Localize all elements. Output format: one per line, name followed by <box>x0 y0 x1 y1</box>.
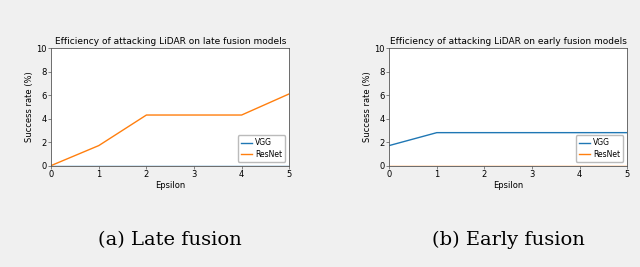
VGG <box>528 131 536 134</box>
ResNet <box>190 113 198 117</box>
ResNet <box>433 164 440 167</box>
VGG <box>95 164 102 167</box>
Legend: VGG, ResNet: VGG, ResNet <box>237 135 285 162</box>
VGG <box>238 164 246 167</box>
ResNet <box>95 144 102 147</box>
Line: VGG: VGG <box>389 133 627 146</box>
ResNet <box>528 164 536 167</box>
Text: (a) Late fusion: (a) Late fusion <box>99 231 242 249</box>
X-axis label: Epsilon: Epsilon <box>155 182 186 190</box>
VGG <box>481 131 488 134</box>
VGG <box>47 164 55 167</box>
Text: (b) Early fusion: (b) Early fusion <box>432 231 584 249</box>
VGG <box>576 131 584 134</box>
VGG <box>623 131 631 134</box>
ResNet <box>285 92 293 96</box>
VGG <box>143 164 150 167</box>
ResNet <box>623 164 631 167</box>
ResNet <box>143 113 150 117</box>
ResNet <box>47 164 55 167</box>
ResNet <box>238 113 246 117</box>
VGG <box>385 144 393 147</box>
ResNet <box>481 164 488 167</box>
Line: ResNet: ResNet <box>51 94 289 166</box>
Y-axis label: Success rate (%): Success rate (%) <box>363 72 372 142</box>
Title: Efficiency of attacking LiDAR on early fusion models: Efficiency of attacking LiDAR on early f… <box>390 37 627 46</box>
Title: Efficiency of attacking LiDAR on late fusion models: Efficiency of attacking LiDAR on late fu… <box>54 37 286 46</box>
VGG <box>285 164 293 167</box>
Y-axis label: Success rate (%): Success rate (%) <box>25 72 34 142</box>
ResNet <box>576 164 584 167</box>
Legend: VGG, ResNet: VGG, ResNet <box>575 135 623 162</box>
VGG <box>190 164 198 167</box>
X-axis label: Epsilon: Epsilon <box>493 182 524 190</box>
ResNet <box>385 164 393 167</box>
VGG <box>433 131 440 134</box>
